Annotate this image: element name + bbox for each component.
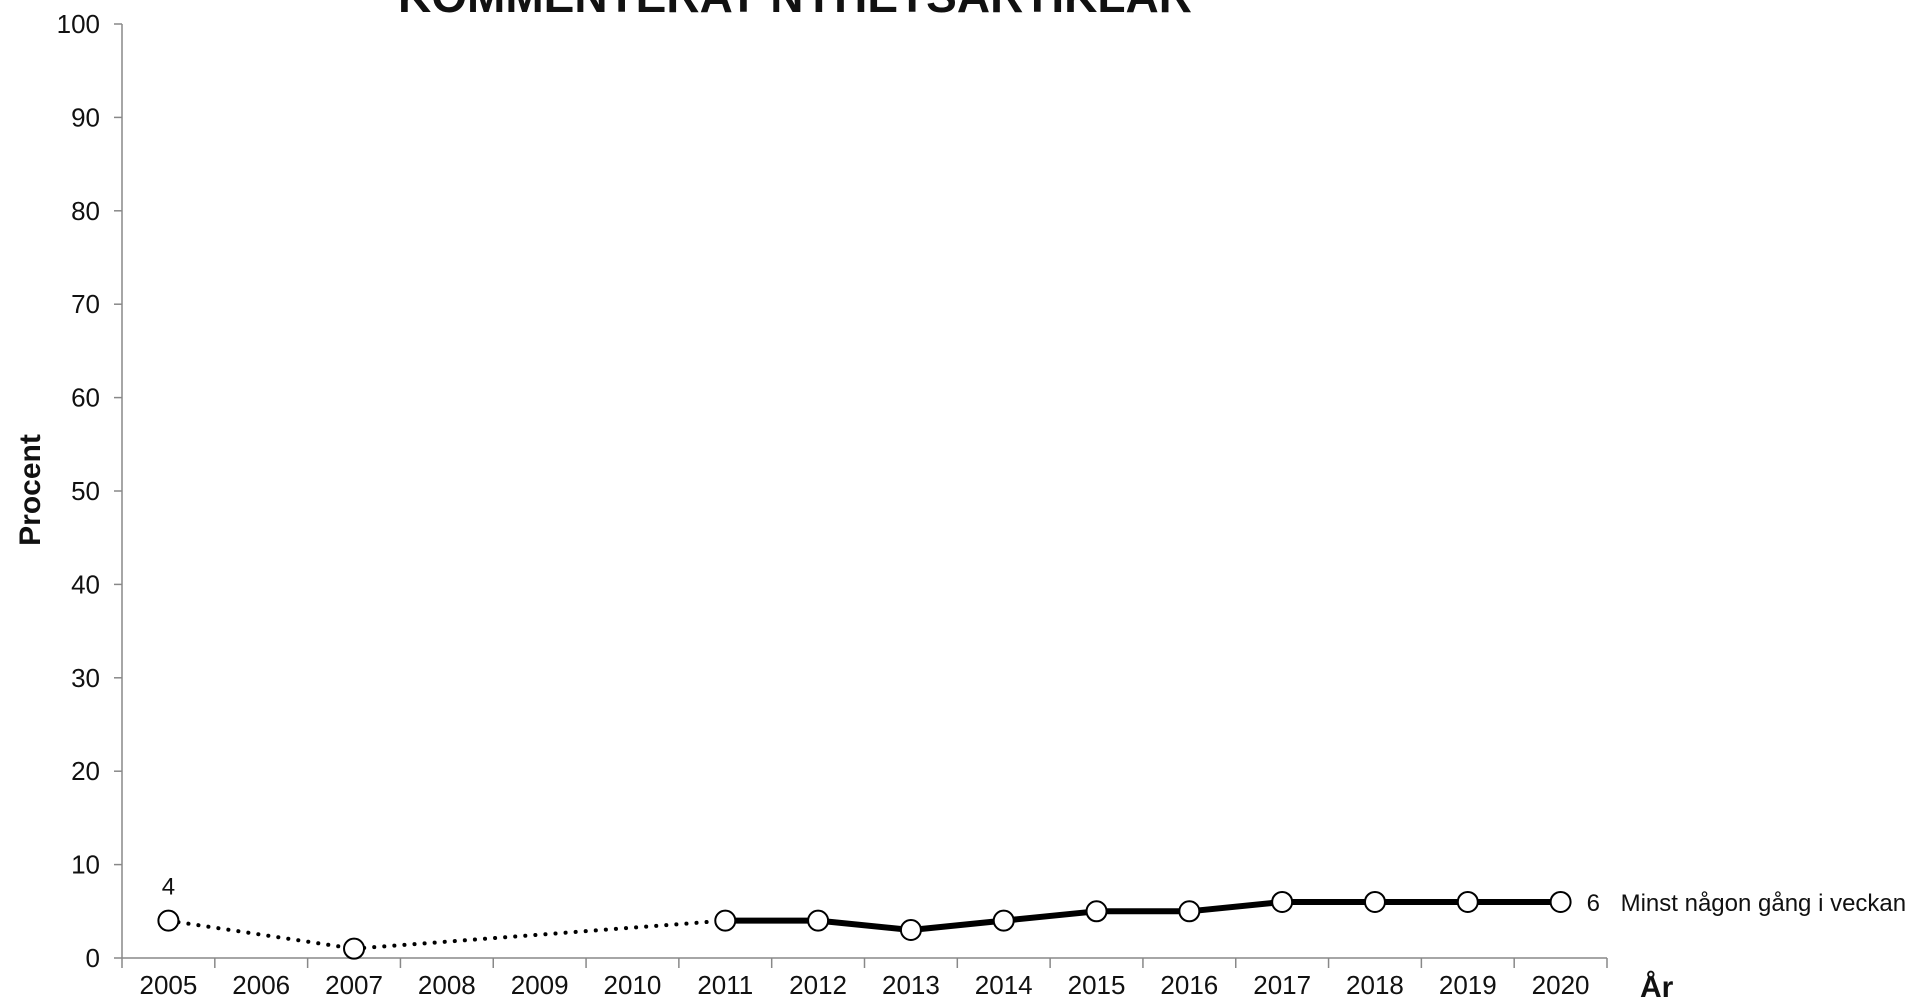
x-tick-label: 2019 bbox=[1439, 970, 1497, 1000]
series-line-segment-dotted bbox=[166, 918, 357, 951]
y-tick-label: 10 bbox=[71, 850, 100, 880]
chart-title: KOMMENTERAT NYHETSARTIKLAR bbox=[398, 0, 1192, 22]
x-tick-label: 2020 bbox=[1532, 970, 1590, 1000]
data-point bbox=[714, 909, 737, 932]
data-label: 4 bbox=[162, 874, 175, 901]
x-tick-label: 2015 bbox=[1068, 970, 1126, 1000]
x-tick-label: 2012 bbox=[789, 970, 847, 1000]
series-points bbox=[157, 890, 1572, 960]
x-tick-label: 2011 bbox=[697, 970, 753, 1000]
series-line-segment bbox=[1186, 898, 1286, 915]
data-point bbox=[343, 937, 366, 960]
series-line-segment-dotted bbox=[352, 918, 728, 951]
x-tick-label: 2010 bbox=[604, 970, 662, 1000]
data-point bbox=[1363, 890, 1386, 913]
x-tick-label: 2007 bbox=[325, 970, 383, 1000]
data-point bbox=[992, 909, 1015, 932]
x-tick-label: 2018 bbox=[1346, 970, 1404, 1000]
y-tick-label: 60 bbox=[71, 383, 100, 413]
series-lines bbox=[166, 898, 1564, 951]
axes: 0 10 20 30 40 50 60 70 80 90 100 2005 2006 2007 2008 20… bbox=[57, 9, 1608, 1000]
y-tick-label: 90 bbox=[71, 102, 100, 132]
x-tick-label: 2009 bbox=[511, 970, 569, 1000]
x-tick-label: 2008 bbox=[418, 970, 476, 1000]
y-tick-label: 30 bbox=[71, 663, 100, 693]
x-tick-label: 2017 bbox=[1253, 970, 1311, 1000]
data-point bbox=[1085, 900, 1108, 923]
y-tick-label: 70 bbox=[71, 289, 100, 319]
x-tick-label: 2016 bbox=[1160, 970, 1218, 1000]
y-tick-label: 50 bbox=[71, 476, 100, 506]
data-point bbox=[1271, 890, 1294, 913]
data-point bbox=[157, 909, 180, 932]
data-label: 6 bbox=[1587, 890, 1600, 917]
series-name-label: Minst någon gång i veckan bbox=[1621, 890, 1907, 917]
data-point bbox=[899, 918, 922, 941]
x-tick-label: 2014 bbox=[975, 970, 1033, 1000]
data-point bbox=[807, 909, 830, 932]
x-tick-label: 2005 bbox=[139, 970, 197, 1000]
y-tick-label: 100 bbox=[57, 9, 100, 39]
x-tick-label: 2013 bbox=[882, 970, 940, 1000]
data-point bbox=[1456, 890, 1479, 913]
y-tick-label: 80 bbox=[71, 196, 100, 226]
y-axis-title: Procent bbox=[14, 434, 47, 546]
x-tick-label: 2006 bbox=[232, 970, 290, 1000]
y-tick-label: 40 bbox=[71, 569, 100, 599]
series-line-segment bbox=[1000, 908, 1100, 924]
series-line-segment bbox=[815, 917, 914, 933]
y-tick-label: 20 bbox=[71, 756, 100, 786]
data-point bbox=[1178, 900, 1201, 923]
x-axis-title: År bbox=[1640, 971, 1674, 1000]
data-point bbox=[1549, 890, 1572, 913]
data-labels: 4 6 Minst någon gång i veckan bbox=[162, 874, 1906, 917]
series-line-segment bbox=[907, 917, 1007, 933]
y-tick-label: 0 bbox=[86, 943, 100, 973]
